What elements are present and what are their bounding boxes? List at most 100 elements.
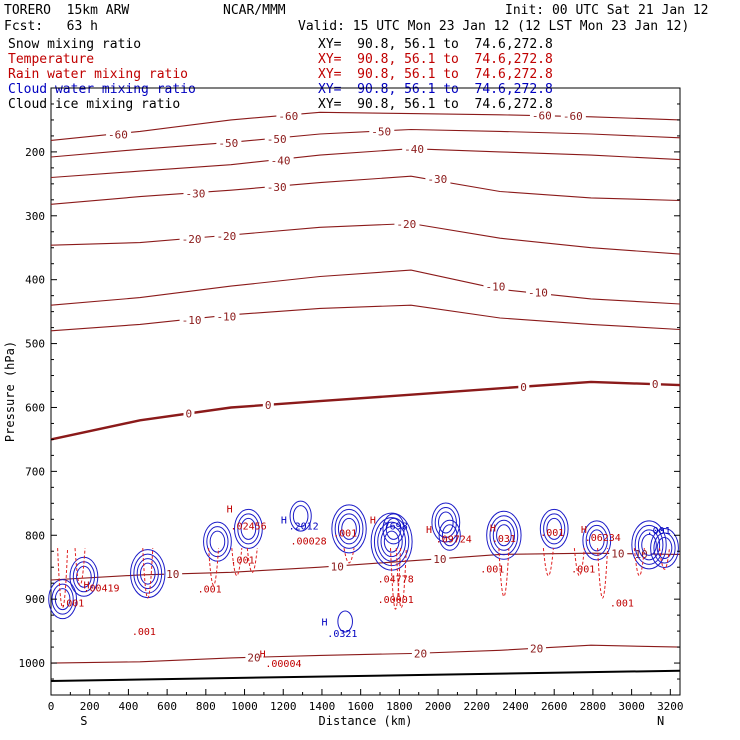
isotherm-label-bg (560, 110, 586, 123)
isotherm-label-bg (179, 233, 205, 246)
cloud-water-contour (641, 533, 657, 556)
isotherm-label: -50 (267, 133, 287, 146)
isotherm-label: -30 (267, 181, 287, 194)
x-tick-label: 3000 (618, 700, 645, 713)
contour-value-label: H (490, 524, 496, 535)
isotherm-label-bg (425, 173, 451, 186)
contour-value-label: .001 (571, 564, 595, 575)
legend-field-name: Cloud ice mixing ratio (8, 97, 181, 112)
isotherm-label-bg (369, 125, 395, 138)
forecast-hour: Fcst: 63 h (4, 19, 98, 34)
x-tick-label: 800 (196, 700, 216, 713)
cloud-water-contour (234, 508, 263, 549)
legend-field-name: Cloud water mixing ratio (8, 82, 196, 97)
cloud-water-contour (631, 520, 667, 570)
rain-water-contour (57, 548, 69, 608)
cloud-water-contour (539, 508, 569, 549)
contour-value-label: .7698 (378, 522, 408, 533)
isotherm-label: 0 (652, 378, 659, 391)
isotherm-label: -10 (182, 314, 202, 327)
isotherm-label-bg (649, 378, 661, 391)
isotherm-label: 0 (520, 381, 527, 394)
rain-water-contour (597, 548, 609, 599)
cloud-water-contour (331, 504, 367, 554)
cloud-water-contour (637, 529, 661, 561)
cloud-water-contour (209, 530, 226, 553)
cloud-water-contour (582, 520, 612, 561)
isotherm-label-bg (328, 560, 347, 573)
contour-value-label: H (370, 515, 376, 526)
y-tick-label: 500 (25, 338, 45, 351)
isotherm-label-bg (268, 154, 294, 167)
isotherm-label-bg (483, 280, 509, 293)
legend-field-coords: XY= 90.8, 56.1 to 74.6,272.8 (318, 97, 553, 112)
isotherm-label-bg (527, 642, 546, 655)
isotherm-label: -50 (371, 125, 391, 138)
y-tick-label: 300 (25, 210, 45, 223)
init-time: Init: 00 UTC Sat 21 Jan 12 (505, 3, 709, 18)
cloud-water-contour (585, 524, 608, 556)
isotherm-label: 10 (166, 568, 179, 581)
isotherm-label: -20 (396, 218, 416, 231)
isotherm-label-bg (214, 230, 240, 243)
cloud-water-contour (292, 505, 309, 528)
cloud-water-contour (289, 500, 312, 532)
x-tick-label: 1800 (386, 700, 413, 713)
isotherm-label-bg (518, 380, 530, 393)
contour-value-label: .001 (540, 528, 564, 539)
isotherm-label-bg (183, 407, 195, 420)
cloud-water-contour (588, 529, 605, 552)
rain-water-contour (142, 548, 154, 599)
isotherm-label-bg (632, 547, 651, 560)
x-tick-label: 3200 (657, 700, 684, 713)
cloud-water-contour (385, 517, 402, 540)
cloud-water-contour (341, 517, 357, 540)
contour-value-label: .09724 (436, 534, 472, 545)
cloud-water-contour (380, 526, 403, 558)
rain-water-contour (573, 547, 585, 576)
rain-water-contour (542, 547, 554, 576)
y-tick-label: 600 (25, 401, 45, 414)
contour-value-label: H (322, 618, 328, 629)
y-axis-title: Pressure (hPa) (3, 341, 17, 442)
isotherm-label-bg (529, 109, 555, 122)
isotherm-label: 10 (433, 553, 446, 566)
isotherm-label: -30 (185, 187, 205, 200)
isotherm-label: -10 (216, 310, 236, 323)
contour-value-label: .001 (333, 529, 357, 540)
rain-water-contour (246, 547, 258, 573)
x-tick-label: 0 (48, 700, 55, 713)
x-tick-label: 400 (118, 700, 138, 713)
rain-water-contour (633, 547, 645, 576)
isotherm-label: -50 (218, 137, 238, 150)
rain-water-contour (395, 548, 407, 608)
isotherm-label-bg (245, 651, 264, 664)
isotherm-label: -20 (216, 230, 236, 243)
contour-value-label: .001 (480, 564, 504, 575)
cloud-water-contour (139, 562, 156, 585)
valid-time: Valid: 15 UTC Mon 23 Jan 12 (12 LST Mon … (298, 19, 690, 34)
y-tick-label: 700 (25, 465, 45, 478)
contour-value-label: .031 (492, 534, 516, 545)
isotherm-label-bg (262, 398, 274, 411)
cloud-water-contour (492, 519, 515, 551)
contour-value-label: .00419 (83, 584, 119, 595)
cloud-water-contour (543, 513, 566, 545)
isotherm-label-bg (183, 187, 209, 200)
isotherm-label-bg (216, 137, 242, 150)
x-tick-label: 600 (157, 700, 177, 713)
contour-value-label: .001 (132, 627, 156, 638)
isotherm-label: -40 (271, 154, 291, 167)
cloud-water-contour (486, 510, 522, 560)
cloud-water-contour (133, 553, 163, 594)
contour-value-label: .001 (231, 556, 255, 567)
y-tick-label: 200 (25, 146, 45, 159)
cloud-water-contour (337, 610, 353, 633)
isotherm-label-bg (394, 218, 420, 231)
x-tick-label: 200 (80, 700, 100, 713)
cloud-water-contour (377, 521, 407, 562)
model-title: TORERO 15km ARW (4, 3, 130, 18)
isotherm-label: -20 (182, 233, 202, 246)
contour-value-label: .001 (610, 598, 634, 609)
